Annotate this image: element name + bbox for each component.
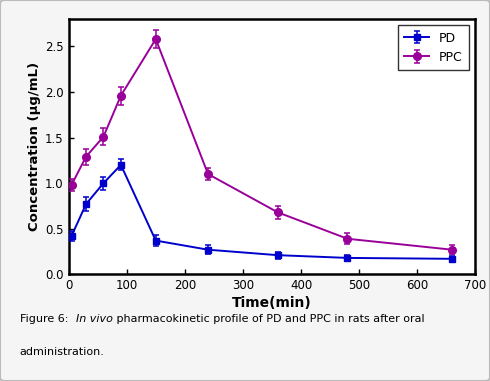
Text: Figure 6:: Figure 6: (20, 314, 72, 324)
Text: pharmacokinetic profile of PD and PPC in rats after oral: pharmacokinetic profile of PD and PPC in… (113, 314, 424, 324)
Text: In vivo: In vivo (76, 314, 113, 324)
Legend: PD, PPC: PD, PPC (398, 25, 469, 70)
Y-axis label: Concentration (μg/mL): Concentration (μg/mL) (28, 62, 41, 231)
Text: administration.: administration. (20, 347, 104, 357)
X-axis label: Time(min): Time(min) (232, 296, 312, 311)
